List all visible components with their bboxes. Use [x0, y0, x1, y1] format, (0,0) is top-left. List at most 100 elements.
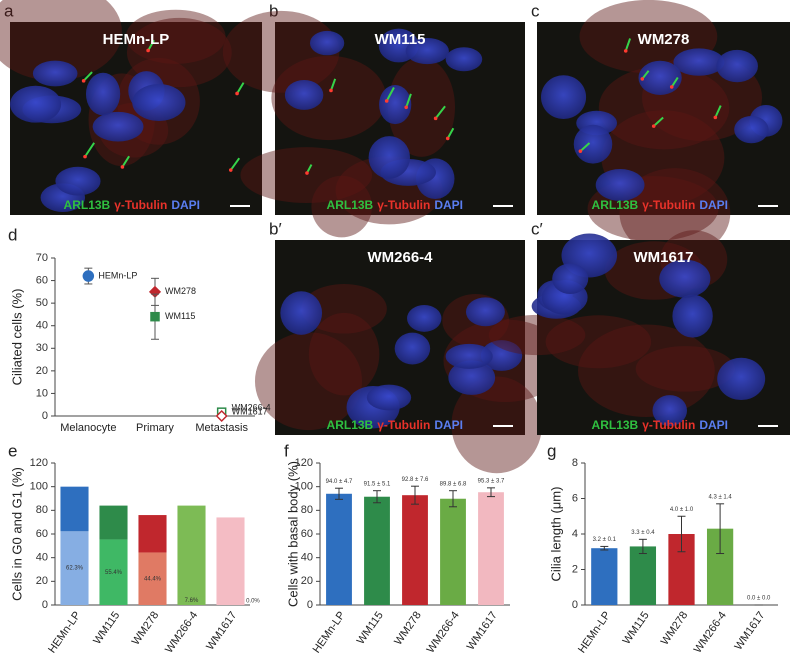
- y-tick-label: 70: [36, 252, 48, 264]
- x-tick-label: HEMn-LP: [311, 610, 348, 656]
- value-label: 4.0 ± 1.0: [670, 507, 694, 513]
- nucleus: [10, 85, 62, 123]
- nucleus: [573, 124, 613, 164]
- bar: [629, 546, 657, 605]
- cilium: [624, 38, 632, 52]
- nucleus: [280, 291, 323, 335]
- micrograph: [254, 240, 567, 474]
- y-tick-label: 8: [572, 457, 578, 469]
- basal-body: [329, 88, 333, 93]
- image-title: WM278: [638, 31, 690, 48]
- stain-label: DAPI: [699, 198, 728, 212]
- basal-body: [669, 85, 674, 89]
- panel-letter: a: [4, 1, 14, 20]
- y-tick-label: 40: [301, 552, 313, 564]
- basal-body: [445, 136, 450, 141]
- stain-label: DAPI: [699, 418, 728, 432]
- bar-segment: [177, 596, 206, 605]
- cilium: [82, 71, 93, 82]
- value-label: 91.5 ± 5.1: [364, 481, 391, 487]
- bar-segment: [99, 539, 128, 605]
- basal-body: [228, 168, 233, 172]
- y-tick-label: 50: [36, 297, 48, 309]
- x-tick-label: HEMn-LP: [46, 610, 83, 656]
- nucleus: [445, 47, 483, 72]
- cilium: [405, 93, 412, 108]
- cilium: [84, 142, 96, 158]
- x-tick-label: Primary: [136, 422, 174, 434]
- value-label: 94.0 ± 4.7: [326, 479, 353, 485]
- cilium: [330, 78, 337, 91]
- nucleus: [92, 111, 144, 142]
- cilium: [579, 142, 591, 152]
- panel-letter: c: [531, 1, 540, 20]
- nucleus: [734, 116, 769, 144]
- cytoplasm-haze: [577, 324, 715, 417]
- nucleus: [448, 360, 496, 395]
- cilium: [446, 127, 455, 139]
- x-tick-label: WM278: [130, 610, 162, 648]
- image-title: WM1617: [633, 249, 693, 266]
- stain-label: γ-Tubulin: [377, 198, 430, 212]
- nucleus: [405, 37, 449, 65]
- cytoplasm-haze: [301, 283, 387, 334]
- x-tick-label: WM266-4: [425, 610, 462, 656]
- x-tick-label: WM278: [659, 610, 691, 648]
- bar-segment: [99, 505, 128, 540]
- point: [82, 270, 95, 282]
- basal-body: [404, 105, 408, 110]
- bar: [440, 498, 466, 605]
- nucleus: [394, 332, 431, 365]
- y-tick-label: 10: [36, 387, 48, 399]
- y-tick-label: 4: [572, 528, 578, 540]
- basal-body: [578, 149, 583, 153]
- x-tick-label: WM1617: [465, 610, 500, 653]
- stain-legend: ARL13B γ-Tubulin DAPI: [327, 418, 463, 432]
- stain-label: γ-Tubulin: [642, 418, 695, 432]
- image-title: HEMn-LP: [103, 31, 170, 48]
- point-label: WM266-4: [232, 403, 271, 413]
- basal-body: [713, 115, 718, 120]
- y-tick-label: 120: [30, 457, 48, 469]
- nucleus: [379, 85, 412, 125]
- basal-body: [146, 48, 150, 53]
- value-label: 55.4%: [105, 570, 123, 576]
- stain-label: ARL13B: [327, 198, 374, 212]
- bar: [478, 492, 504, 605]
- stain-label: γ-Tubulin: [114, 198, 167, 212]
- cytoplasm-haze: [0, 0, 122, 81]
- basal-body: [384, 99, 389, 103]
- y-tick-label: 80: [301, 504, 313, 516]
- micrograph: [222, 10, 525, 238]
- value-label: 95.3 ± 3.7: [478, 478, 505, 484]
- bar-segment: [177, 505, 206, 597]
- y-tick-label: 0: [42, 410, 48, 422]
- x-tick-label: WM115: [621, 610, 652, 647]
- x-tick-label: WM266-4: [163, 610, 200, 656]
- point-label: WM115: [165, 311, 195, 321]
- stain-label: γ-Tubulin: [377, 418, 430, 432]
- basal-body: [83, 154, 87, 159]
- nucleus: [55, 166, 101, 196]
- x-tick-label: WM115: [91, 610, 122, 647]
- stain-label: γ-Tubulin: [642, 198, 695, 212]
- y-tick-label: 20: [301, 575, 313, 587]
- x-tick-label: WM1617: [204, 610, 239, 653]
- cytoplasm-haze: [254, 332, 363, 431]
- nucleus: [652, 395, 688, 427]
- nucleus: [673, 48, 725, 76]
- cytoplasm-haze: [545, 315, 652, 369]
- y-tick-label: 40: [36, 320, 48, 332]
- value-label: 3.3 ± 0.4: [631, 530, 655, 536]
- cytoplasm-haze: [387, 57, 456, 157]
- nucleus: [540, 75, 587, 120]
- micrograph: [537, 0, 790, 258]
- stain-label: ARL13B: [592, 418, 639, 432]
- cytoplasm-haze: [240, 147, 373, 204]
- y-tick-label: 30: [36, 342, 48, 354]
- basal-body: [235, 91, 239, 96]
- y-axis-label: Cells in G0 and G1 (%): [9, 467, 24, 601]
- x-tick-label: Melanocyte: [60, 422, 116, 434]
- basal-body: [651, 124, 656, 128]
- x-tick-label: Metastasis: [195, 422, 248, 434]
